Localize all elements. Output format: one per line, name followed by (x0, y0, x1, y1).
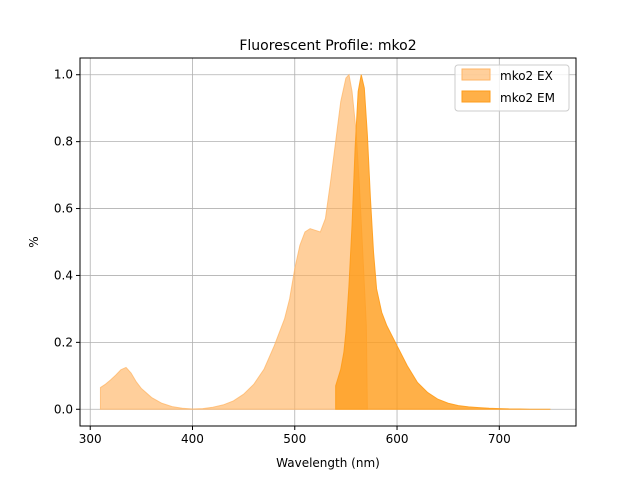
series-layer (99, 73, 551, 410)
legend-swatch-ex (461, 68, 491, 81)
x-tick-label: 400 (181, 432, 204, 446)
x-tick-label: 600 (386, 432, 409, 446)
legend-label-ex: mko2 EX (500, 69, 553, 83)
y-tick-label: 0.0 (54, 402, 73, 416)
y-tick-label: 0.4 (54, 268, 73, 282)
y-tick-label: 1.0 (54, 68, 73, 82)
y-tick-label: 0.8 (54, 135, 73, 149)
y-tick-label: 0.2 (54, 335, 73, 349)
x-tick-label: 300 (79, 432, 102, 446)
x-axis-ticks: 300 400 500 600 700 (79, 426, 511, 446)
x-tick-label: 500 (283, 432, 306, 446)
y-tick-label: 0.6 (54, 202, 73, 216)
series-area-1 (335, 74, 551, 410)
legend-swatch-em (461, 90, 491, 103)
plot-frame (79, 57, 577, 427)
chart-title: Fluorescent Profile: mko2 (239, 38, 416, 54)
legend-label-em: mko2 EM (500, 91, 555, 105)
y-axis-ticks: 0.0 0.2 0.4 0.6 0.8 1.0 (54, 68, 80, 416)
x-tick-label: 700 (488, 432, 511, 446)
legend: mko2 EX mko2 EM (454, 64, 570, 112)
series-area-0 (99, 73, 368, 410)
x-axis-label: Wavelength (nm) (276, 456, 380, 470)
y-axis-label: % (27, 236, 41, 247)
